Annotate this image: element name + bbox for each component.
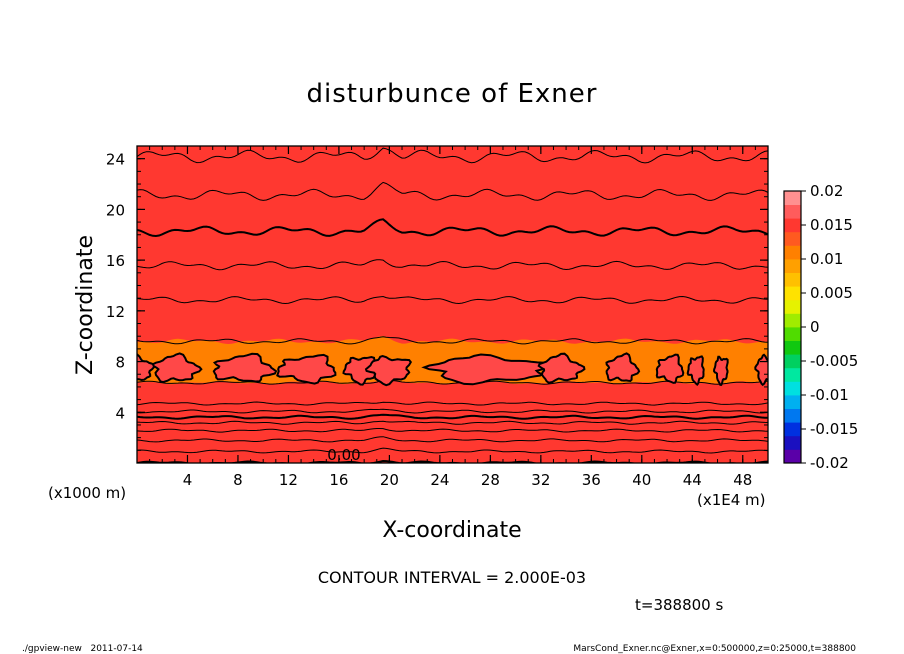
contour-line-lower: [137, 413, 768, 420]
colorbar-swatch: [784, 367, 801, 382]
contour-line-lower: [137, 420, 768, 425]
max-cell: [276, 353, 337, 385]
max-cell: [754, 353, 768, 387]
colorbar-swatch: [784, 191, 801, 205]
max-cell: [686, 355, 705, 387]
colorbar-label: 0.01: [810, 250, 843, 268]
y-axis: 4 8 12 16 20 24: [106, 145, 768, 464]
max-cell: [537, 352, 586, 384]
colorbar-swatch: [784, 204, 801, 219]
colorbar-swatch: [784, 245, 801, 260]
x-tick-label: 12: [279, 471, 298, 489]
plot-area: 0.00: [136, 145, 769, 464]
colorbar-swatch: [784, 231, 801, 246]
colorbar-swatch: [784, 272, 801, 287]
contour-line-upper: [137, 336, 768, 345]
y-tick-label: 12: [106, 303, 125, 321]
colorbar-swatch: [784, 286, 801, 301]
colorbar-swatch: [784, 408, 801, 423]
x-tick-label: 44: [683, 471, 702, 489]
footer-left: ./gpview-new 2011-07-14: [22, 644, 143, 654]
colorbar-label: 0.015: [810, 216, 853, 234]
colorbar: 0.02 0.015 0.01 0.005 0 -0.005 -0.01 -0.015 -0.0…: [783, 182, 858, 472]
contour-line-upper: [137, 295, 768, 305]
contour-line-upper: [137, 218, 768, 238]
colorbar-swatch: [784, 449, 801, 464]
x-tick-label: 20: [380, 471, 399, 489]
max-cell: [712, 355, 729, 386]
colorbar-swatch: [784, 299, 801, 314]
time-note: t=388800 s: [635, 596, 723, 614]
x-tick-label: 36: [582, 471, 601, 489]
colorbar-swatch: [784, 422, 801, 437]
contour-line-lower: [137, 428, 768, 433]
x-tick-label: 32: [531, 471, 550, 489]
contour-line-upper: [137, 181, 768, 201]
x-tick-label: 16: [329, 471, 348, 489]
max-cell: [655, 353, 685, 384]
contour-line-lower: [137, 447, 768, 454]
max-contour-cells: [137, 352, 768, 387]
contour-line-lower: [137, 408, 768, 414]
y-axis-label: Z-coordinate: [73, 235, 98, 375]
colorbar-swatch: [784, 395, 801, 409]
y-tick-label: 24: [106, 151, 125, 169]
y-tick-label: 4: [115, 404, 125, 422]
y-tick-label: 16: [106, 252, 125, 270]
contour-line-lower: [137, 401, 768, 406]
colorbar-swatch: [784, 435, 801, 450]
colorbar-label: -0.01: [810, 386, 849, 404]
x-tick-label: 4: [183, 471, 193, 489]
colorbar-swatch: [784, 313, 801, 328]
max-cell: [151, 352, 203, 384]
chart-title: disturbunce of Exner: [307, 79, 598, 109]
max-cell: [212, 352, 278, 383]
band-lower: [137, 379, 768, 463]
band-upper: [137, 146, 768, 344]
max-cell: [364, 354, 413, 387]
colorbar-label: -0.015: [810, 420, 858, 438]
colorbar-swatch: [784, 340, 801, 355]
colorbar-label: -0.005: [810, 352, 858, 370]
colorbar-swatch: [784, 218, 801, 233]
max-cell: [421, 353, 557, 386]
colorbar-label: 0: [810, 318, 820, 336]
colorbar-swatch: [784, 354, 801, 369]
colorbar-swatch: [784, 259, 801, 273]
x-axis: 4 8 12 16 20 24 28 32 36 40 44 48: [136, 146, 769, 489]
y-unit-label: (x1000 m): [48, 484, 126, 502]
x-axis-label: X-coordinate: [382, 518, 521, 543]
contour-interval-note: CONTOUR INTERVAL = 2.000E-03: [318, 568, 586, 587]
contour-line-upper: [137, 259, 768, 271]
max-cell: [342, 355, 377, 386]
max-cell: [605, 352, 641, 382]
x-tick-label: 28: [481, 471, 500, 489]
x-tick-label: 8: [233, 471, 243, 489]
contour-line-lower: [137, 379, 768, 385]
colorbar-swatch: [784, 381, 801, 396]
x-unit-label: (x1E4 m): [697, 491, 766, 509]
colorbar-swatch: [784, 327, 801, 341]
colorbar-label: 0.02: [810, 182, 843, 200]
x-tick-label: 24: [430, 471, 449, 489]
y-tick-label: 8: [115, 354, 125, 372]
x-tick-label: 40: [632, 471, 651, 489]
contour-line-lower: [137, 436, 768, 443]
contour-line-upper: [137, 147, 768, 164]
footer-right: MarsCond_Exner.nc@Exner,x=0:500000,z=0:2…: [573, 644, 856, 654]
contour-label: 0.00: [327, 446, 360, 464]
colorbar-label: -0.02: [810, 454, 849, 472]
y-tick-label: 20: [106, 201, 125, 219]
colorbar-label: 0.005: [810, 284, 853, 302]
x-tick-label: 48: [733, 471, 752, 489]
